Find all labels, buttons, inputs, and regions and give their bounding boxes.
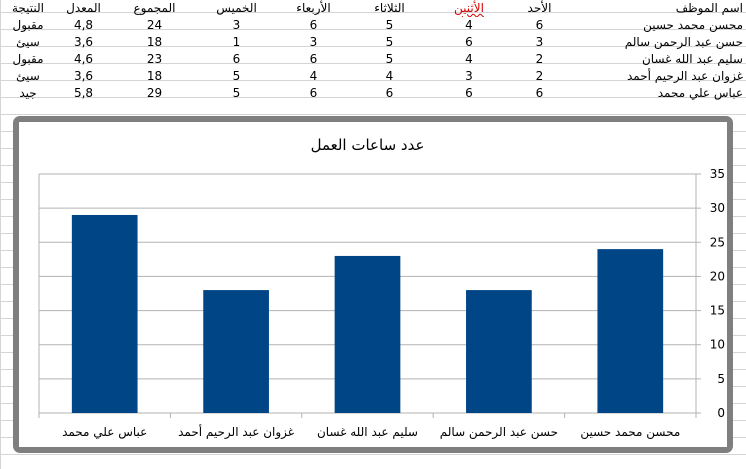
header-monday: الأثنين [454, 1, 484, 15]
y-tick-label: 20 [710, 269, 725, 283]
cell-avg[interactable]: 3,6 [73, 69, 94, 83]
chart-title: عدد ساعات العمل [311, 136, 425, 154]
cell-mon[interactable]: 6 [465, 86, 473, 100]
bar [466, 290, 532, 413]
x-tick-label: حسن عبد الرحمن سالم [440, 425, 558, 440]
cell-name[interactable]: حسن عبد الرحمن سالم [624, 35, 743, 49]
cell-name[interactable]: محسن محمد حسين [643, 18, 743, 32]
cell-sun[interactable]: 2 [535, 69, 544, 83]
x-tick-label: محسن محمد حسين [580, 425, 680, 440]
cell-total[interactable]: 23 [146, 52, 163, 66]
cell-mon[interactable]: 4 [465, 18, 473, 32]
cell-avg[interactable]: 5,8 [73, 86, 94, 100]
cell-mon[interactable]: 3 [465, 69, 473, 83]
cell-tue[interactable]: 5 [385, 18, 394, 32]
header-wednesday[interactable]: الأربعاء [296, 1, 331, 15]
cell-thu[interactable]: 5 [232, 69, 241, 83]
cell-name[interactable]: غزوان عبد الرحيم أحمد [627, 69, 743, 83]
y-tick-label: 0 [717, 406, 725, 420]
cell-sun[interactable]: 6 [535, 18, 544, 32]
table-row: مقبول 4,6 23 6 6 5 4 2 سليم عبد الله غسان [0, 51, 746, 68]
data-rows: مقبول 4,8 24 3 6 5 4 6 محسن محمد حسين سيئ 3,6 18 1 3 5… [0, 17, 746, 102]
cell-thu[interactable]: 6 [232, 52, 241, 66]
cell-name[interactable]: سليم عبد الله غسان [641, 52, 743, 66]
bar [71, 214, 138, 413]
cell-total[interactable]: 29 [146, 86, 163, 100]
y-tick-label: 30 [710, 201, 725, 215]
header-sunday[interactable]: الأحد [527, 1, 552, 15]
chart-object[interactable]: عدد ساعات العمل 0 5 10 15 20 25 30 35 محسن محمد ح… [13, 116, 733, 453]
cell-tue[interactable]: 4 [385, 69, 394, 83]
data-table: النتيجة المعدل المجموع الخميس الأربعاء ا… [0, 0, 746, 102]
cell-sun[interactable]: 3 [535, 35, 544, 49]
header-employee-name[interactable]: اسم الموظف [675, 1, 743, 15]
x-tick-label: غزوان عبد الرحيم أحمد [178, 424, 294, 440]
cell-mon[interactable]: 6 [465, 35, 473, 49]
cell-sun[interactable]: 2 [535, 52, 544, 66]
cell-total[interactable]: 18 [146, 35, 163, 49]
cell-name[interactable]: عباس علي محمد [657, 86, 743, 100]
table-row: مقبول 4,8 24 3 6 5 4 6 محسن محمد حسين [0, 17, 746, 34]
cell-result[interactable]: سيئ [16, 69, 40, 83]
x-tick-label: عباس علي محمد [62, 425, 147, 440]
bar [597, 249, 664, 413]
cell-result[interactable]: سيئ [16, 35, 40, 49]
header-monday-cell[interactable]: الأثنين [427, 0, 511, 17]
chart-area[interactable]: عدد ساعات العمل 0 5 10 15 20 25 30 35 محسن محمد ح… [19, 122, 727, 447]
cell-wed[interactable]: 3 [309, 35, 318, 49]
header-average[interactable]: المعدل [66, 1, 101, 15]
bar [334, 255, 401, 413]
y-tick-label: 35 [710, 167, 725, 181]
y-tick-label: 10 [710, 338, 725, 352]
cell-tue[interactable]: 5 [385, 52, 394, 66]
cell-tue[interactable]: 6 [385, 86, 394, 100]
header-result[interactable]: النتيجة [11, 1, 45, 15]
cell-total[interactable]: 24 [146, 18, 163, 32]
table-row: سيئ 3,6 18 5 4 4 3 2 غزوان عبد الرحيم أحمد [0, 68, 746, 85]
cell-total[interactable]: 18 [146, 69, 163, 83]
cell-avg[interactable]: 4,8 [73, 18, 94, 32]
table-row: جيد 5,8 29 5 6 6 6 6 عباس علي محمد [0, 85, 746, 102]
cell-result[interactable]: جيد [19, 86, 37, 100]
cell-avg[interactable]: 3,6 [73, 35, 94, 49]
y-tick-label: 25 [710, 235, 725, 249]
cell-result[interactable]: مقبول [12, 52, 44, 66]
header-thursday[interactable]: الخميس [216, 1, 257, 15]
bar [203, 290, 269, 413]
y-tick-label: 15 [710, 304, 725, 318]
cell-wed[interactable]: 4 [309, 69, 318, 83]
cell-avg[interactable]: 4,6 [73, 52, 94, 66]
cell-wed[interactable]: 6 [309, 18, 318, 32]
cell-mon[interactable]: 4 [465, 52, 473, 66]
header-total[interactable]: المجموع [133, 1, 176, 15]
cell-thu[interactable]: 5 [232, 86, 241, 100]
bar-chart: عدد ساعات العمل 0 5 10 15 20 25 30 35 محسن محمد ح… [38, 136, 725, 440]
cell-thu[interactable]: 3 [232, 18, 241, 32]
x-tick-label: سليم عبد الله غسان [317, 425, 418, 439]
cell-tue[interactable]: 5 [385, 35, 394, 49]
header-tuesday[interactable]: الثلاثاء [374, 1, 405, 15]
cell-sun[interactable]: 6 [535, 86, 544, 100]
cell-wed[interactable]: 6 [309, 86, 318, 100]
cell-result[interactable]: مقبول [12, 18, 44, 32]
header-row: النتيجة المعدل المجموع الخميس الأربعاء ا… [0, 0, 746, 17]
cell-thu[interactable]: 1 [232, 35, 241, 49]
cell-wed[interactable]: 6 [309, 52, 318, 66]
table-row: سيئ 3,6 18 1 3 5 6 3 حسن عبد الرحمن سالم [0, 34, 746, 51]
y-tick-label: 5 [717, 372, 725, 386]
